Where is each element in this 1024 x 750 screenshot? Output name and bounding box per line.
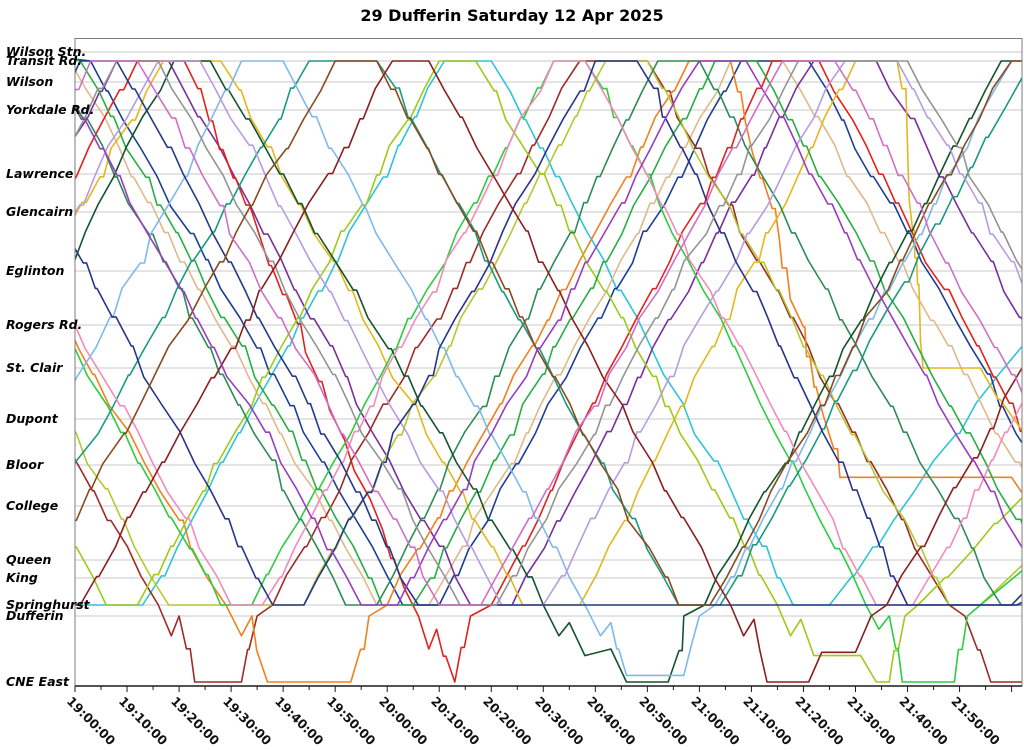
station-label: Yorkdale Rd. bbox=[6, 102, 94, 117]
vehicle-run-line bbox=[75, 60, 1022, 677]
vehicle-run-line bbox=[75, 60, 1022, 606]
vehicle-run-line bbox=[75, 60, 1022, 606]
time-labels: 19:00:0019:10:0019:20:0019:30:0019:40:00… bbox=[64, 694, 1003, 749]
time-tick-label: 21:50:00 bbox=[948, 694, 1003, 749]
station-label: Wilson bbox=[6, 74, 53, 89]
time-tick-label: 20:10:00 bbox=[428, 694, 483, 749]
station-label: College bbox=[6, 498, 58, 513]
vehicle-run-line bbox=[75, 60, 1022, 606]
time-tick-label: 19:20:00 bbox=[168, 694, 223, 749]
vehicle-run-line bbox=[75, 60, 1022, 683]
vehicle-run-line bbox=[75, 60, 1022, 683]
vehicle-run-line bbox=[75, 60, 1022, 606]
time-tick-label: 20:50:00 bbox=[636, 694, 691, 749]
station-label: Dupont bbox=[6, 411, 59, 426]
vehicle-run-line bbox=[75, 60, 1022, 606]
time-tick-label: 20:30:00 bbox=[532, 694, 587, 749]
runs-layer bbox=[75, 58, 1022, 683]
station-label: Glencairn bbox=[6, 204, 73, 219]
vehicle-run-line bbox=[75, 60, 1022, 606]
time-tick-label: 20:20:00 bbox=[480, 694, 535, 749]
station-label: Rogers Rd. bbox=[6, 317, 82, 332]
station-label: Dufferin bbox=[6, 608, 64, 623]
time-tick-label: 21:10:00 bbox=[740, 694, 795, 749]
vehicle-run-line bbox=[75, 60, 1022, 606]
station-label: Queen bbox=[6, 552, 51, 567]
time-tick-label: 21:00:00 bbox=[688, 694, 743, 749]
time-tick-label: 21:20:00 bbox=[792, 694, 847, 749]
time-tick-label: 19:50:00 bbox=[324, 694, 379, 749]
vehicle-run-line bbox=[75, 60, 1022, 683]
time-tick-label: 20:00:00 bbox=[376, 694, 431, 749]
vehicle-run-line bbox=[75, 60, 1022, 606]
station-label: St. Clair bbox=[6, 360, 63, 375]
vehicle-run-line bbox=[75, 58, 1022, 606]
time-tick-label: 21:30:00 bbox=[844, 694, 899, 749]
vehicle-run-line bbox=[75, 60, 1022, 606]
time-tick-label: 20:40:00 bbox=[584, 694, 639, 749]
station-labels: Wilson Stn.Transit Rd. Wilson Yorkdale Rd.… bbox=[6, 44, 94, 689]
vehicle-run-line bbox=[75, 60, 1022, 683]
vehicle-run-line bbox=[75, 60, 1022, 606]
time-tick-label: 21:40:00 bbox=[896, 694, 951, 749]
vehicle-run-line bbox=[75, 60, 1022, 606]
station-label: CNE East bbox=[6, 674, 70, 689]
vehicle-run-line bbox=[75, 60, 1022, 606]
chart-title: 29 Dufferin Saturday 12 Apr 2025 bbox=[360, 6, 663, 25]
time-axis-layer bbox=[74, 685, 1022, 692]
time-tick-label: 19:40:00 bbox=[272, 694, 327, 749]
station-label: King bbox=[6, 570, 38, 585]
station-label: Eglinton bbox=[6, 263, 65, 278]
vehicle-run-line bbox=[75, 60, 1022, 683]
station-label: Bloor bbox=[6, 457, 44, 472]
time-tick-label: 19:30:00 bbox=[220, 694, 275, 749]
vehicle-run-line bbox=[75, 60, 1022, 606]
station-label: Springhurst bbox=[6, 597, 91, 612]
time-tick-label: 19:10:00 bbox=[116, 694, 171, 749]
vehicle-run-line bbox=[75, 60, 1022, 606]
vehicle-run-line bbox=[75, 60, 1022, 683]
time-tick-label: 19:00:00 bbox=[64, 694, 119, 749]
station-label: Transit Rd. bbox=[6, 53, 82, 68]
station-label: Wilson Stn. bbox=[6, 44, 86, 59]
station-label: Lawrence bbox=[6, 166, 73, 181]
